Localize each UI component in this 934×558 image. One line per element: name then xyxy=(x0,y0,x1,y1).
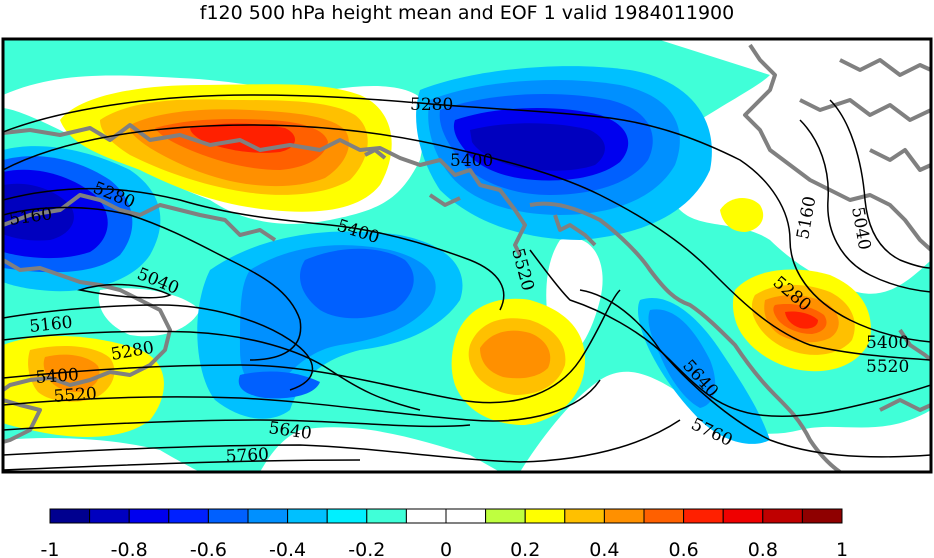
colorbar-tick-label: 0.4 xyxy=(589,539,619,558)
colorbar-swatch xyxy=(485,508,526,524)
contour-label: 5760 xyxy=(225,445,269,467)
colorbar-swatch xyxy=(524,508,566,524)
colorbar-tick-label: 0 xyxy=(440,539,452,558)
colorbar-tick-label: -0.4 xyxy=(269,539,306,558)
colorbar-swatch xyxy=(643,508,685,524)
colorbar-swatch xyxy=(722,508,764,524)
map-frame xyxy=(1,37,933,474)
colorbar-swatch xyxy=(89,508,130,524)
contour-label: 5280 xyxy=(410,95,453,115)
height-contours xyxy=(3,94,931,471)
colorbar-swatch xyxy=(128,508,170,524)
negative-anomaly-regions xyxy=(3,66,770,444)
colorbar-swatch xyxy=(366,508,407,524)
contour-label: 5400 xyxy=(866,333,909,353)
colorbar-swatch xyxy=(287,508,328,524)
colorbar-tick-label: -1 xyxy=(41,539,60,558)
colorbar-swatch xyxy=(247,508,289,524)
map-area: 5280 5400 5520 5280 5160 5400 5040 5160 … xyxy=(3,39,931,472)
colorbar-swatch xyxy=(168,508,209,524)
colorbar-swatch xyxy=(801,508,843,524)
contour-label: 5160 xyxy=(28,313,73,337)
colorbar-tick-labels: -1 -0.8 -0.6 -0.4 -0.2 0 0.2 0.4 0.6 0.8 1 xyxy=(41,539,849,558)
map-title: f120 500 hPa height mean and EOF 1 valid… xyxy=(199,2,735,24)
colorbar-swatch xyxy=(564,508,605,524)
colorbar-swatch xyxy=(683,508,724,524)
contour-label: 5400 xyxy=(35,365,80,388)
colorbar-tick-label: 0.2 xyxy=(510,539,540,558)
colorbar-tick-label: 1 xyxy=(836,539,848,558)
positive-anomaly-regions xyxy=(3,84,871,437)
colorbar-tick-label: -0.8 xyxy=(111,539,148,558)
colorbar-swatch xyxy=(326,508,368,524)
colorbar-tick-label: 0.8 xyxy=(748,539,778,558)
colorbar-tick-label: -0.6 xyxy=(190,539,227,558)
colorbar-tick-label: 0.6 xyxy=(668,539,698,558)
colorbar-swatch xyxy=(762,508,803,524)
contour-label: 5520 xyxy=(866,357,909,377)
colorbar-swatch xyxy=(49,508,91,524)
contour-label: 5400 xyxy=(450,151,493,171)
colorbar-swatch xyxy=(207,508,249,524)
colorbar-tick-label: -0.2 xyxy=(348,539,385,558)
contour-label: 5520 xyxy=(53,384,98,407)
colorbar-swatch xyxy=(405,508,447,524)
colorbar-swatch xyxy=(603,508,645,524)
colorbar-swatch xyxy=(445,508,487,524)
colorbar xyxy=(49,508,843,524)
